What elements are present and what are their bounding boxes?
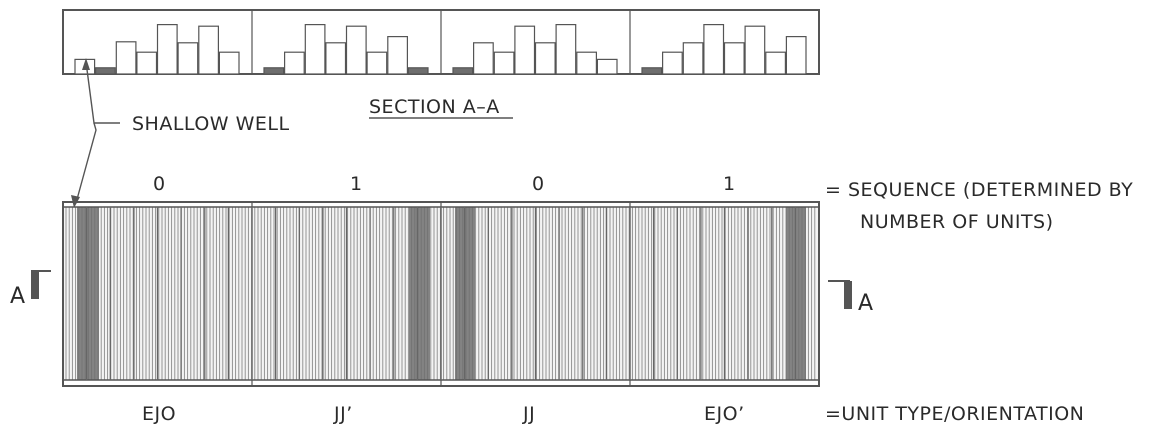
profile-bar [387, 35, 408, 75]
shallow-well-bar [94, 67, 116, 75]
profile-bar [703, 24, 725, 75]
section-marker-left: A [10, 270, 51, 309]
shallow-well-bar [452, 67, 474, 75]
sequence-labels: 0 1 0 1 [153, 173, 736, 195]
dark-band [409, 207, 430, 380]
shallow-well-bar [407, 67, 429, 75]
shallow-well-bar [263, 67, 285, 75]
plan-view [62, 201, 820, 387]
shallow-well-callout: SHALLOW WELL [71, 58, 290, 208]
unit-type-label: EJO’ [704, 403, 745, 425]
profile-bar [682, 42, 704, 75]
section-profile-bars [74, 24, 807, 75]
profile-bar [576, 51, 597, 75]
profile-bar [661, 51, 683, 75]
callout-leader-bottom [75, 122, 97, 204]
section-marker-right-flag [844, 281, 852, 309]
profile-bar [534, 42, 556, 75]
profile-bar [765, 51, 786, 75]
profile-bar [156, 24, 178, 75]
sequence-value: 1 [350, 173, 363, 195]
section-profile-dividers [251, 10, 631, 74]
unit-type-label: JJ’ [333, 403, 353, 425]
shallow-well-bar [641, 67, 663, 75]
shallow-well-label: SHALLOW WELL [132, 113, 290, 135]
profile-bar [366, 51, 388, 75]
section-marker-left-flag [31, 271, 39, 299]
profile-bar [345, 25, 367, 75]
profile-bar [555, 24, 577, 75]
profile-bar [473, 42, 494, 75]
sequence-value: 0 [153, 173, 166, 195]
dark-band [77, 207, 99, 380]
profile-bar [785, 35, 807, 75]
section-marker-right: A [828, 280, 874, 316]
profile-bar [304, 24, 326, 75]
sequence-value: 1 [723, 173, 736, 195]
profile-bar [136, 51, 158, 75]
unit-type-label: EJO [142, 403, 176, 425]
profile-bar [177, 42, 199, 75]
profile-bar [115, 41, 137, 75]
profile-bar [198, 25, 220, 75]
section-marker-left-label: A [10, 284, 26, 309]
section-marker-right-label: A [858, 291, 874, 316]
sequence-legend: = SEQUENCE (DETERMINED BY [825, 179, 1133, 201]
profile-bar [218, 51, 240, 75]
profile-bar [493, 51, 515, 75]
profile-bar [514, 25, 536, 75]
sequence-value: 0 [532, 173, 545, 195]
unit-type-legend: =UNIT TYPE/ORIENTATION [825, 403, 1084, 425]
unit-type-label: JJ [522, 403, 535, 425]
plan-dividers [85, 202, 797, 386]
sequence-legend-line-2: NUMBER OF UNITS) [860, 211, 1054, 233]
profile-bar [744, 25, 766, 75]
profile-bar [284, 51, 305, 75]
profile-bar [325, 42, 347, 75]
callout-arrow-top [82, 58, 90, 70]
section-profile [62, 9, 820, 75]
profile-bar [596, 58, 618, 75]
unit-type-labels: EJO JJ’ JJ EJO’ [142, 403, 745, 425]
section-title: SECTION A–A [369, 96, 500, 118]
profile-bar [723, 42, 745, 75]
